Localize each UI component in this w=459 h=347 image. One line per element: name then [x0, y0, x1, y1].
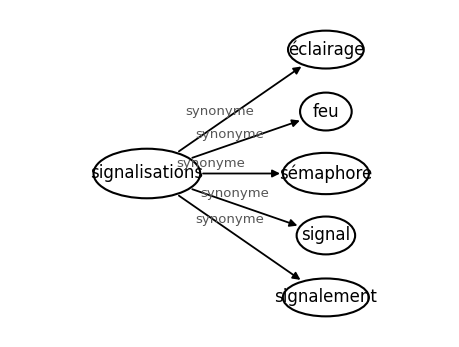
Text: synonyme: synonyme	[196, 213, 264, 226]
Text: synonyme: synonyme	[177, 157, 246, 170]
Text: feu: feu	[313, 103, 339, 120]
Text: synonyme: synonyme	[185, 105, 254, 118]
Text: signalisations: signalisations	[90, 164, 203, 183]
Text: signal: signal	[301, 227, 350, 244]
Text: sémaphore: sémaphore	[279, 164, 373, 183]
Text: éclairage: éclairage	[288, 40, 364, 59]
Text: synonyme: synonyme	[200, 187, 269, 200]
Text: signalement: signalement	[274, 288, 377, 306]
Text: synonyme: synonyme	[195, 128, 264, 141]
